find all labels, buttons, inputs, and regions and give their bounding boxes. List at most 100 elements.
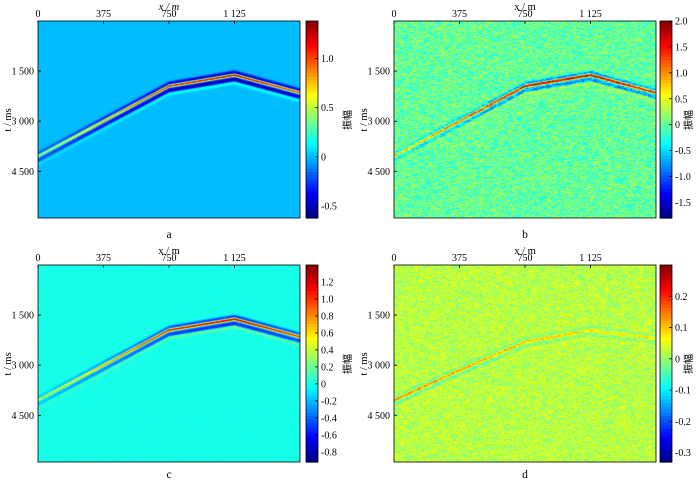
panel-caption: c (166, 469, 171, 481)
colorbar-segment (306, 106, 318, 111)
colorbar-tick-label: 2.0 (675, 17, 688, 28)
x-tick-label: 0 (392, 9, 397, 20)
colorbar-segment (660, 353, 672, 358)
colorbar-tick-label: 0 (675, 354, 680, 365)
colorbar (660, 21, 672, 219)
colorbar-segment (306, 271, 318, 276)
colorbar-segment (660, 152, 672, 157)
colorbar-segment (660, 30, 672, 35)
colorbar-segment (306, 30, 318, 35)
x-axis-var: x / m (158, 2, 180, 13)
colorbar-segment (660, 274, 672, 279)
axis-ticks: 0 375 750 1 125 1 500 3 000 4 500 (368, 253, 602, 422)
colorbar-segment (306, 343, 318, 348)
x-tick-label: 375 (452, 253, 467, 264)
y-tick-label: 3 000 (368, 361, 391, 372)
colorbar-segment (306, 198, 318, 203)
colorbar-frame (659, 20, 673, 219)
colorbar-segment (660, 168, 672, 173)
colorbar-segment (306, 73, 318, 78)
colorbar-segment (660, 356, 672, 361)
colorbar-segment (306, 281, 318, 286)
colorbar-segment (306, 24, 318, 29)
colorbar-segment (306, 422, 318, 427)
colorbar-segment (660, 419, 672, 424)
colorbar-segment (660, 291, 672, 296)
colorbar-segment (660, 188, 672, 193)
colorbar-segment (660, 135, 672, 140)
wavefield-raster (394, 21, 656, 218)
colorbar-segment (306, 347, 318, 351)
colorbar-segment (306, 353, 318, 358)
colorbar-segment (306, 191, 318, 196)
colorbar-segment (660, 448, 672, 453)
colorbar-segment (306, 455, 318, 460)
colorbar-segment (660, 122, 672, 127)
colorbar-segment (306, 139, 318, 144)
colorbar-frame (659, 264, 673, 463)
colorbar-segment (306, 83, 318, 88)
colorbar-segment (306, 327, 318, 332)
colorbar-segment (306, 439, 318, 443)
colorbar-segment (660, 271, 672, 276)
colorbar-segment (660, 327, 672, 332)
colorbar-segment (306, 201, 318, 206)
colorbar-segment (306, 274, 318, 279)
x-tick-label: 375 (96, 9, 111, 20)
x-tick-label: 375 (96, 253, 111, 264)
colorbar-segment (306, 172, 318, 176)
colorbar-segment (660, 399, 672, 404)
colorbar-segment (660, 47, 672, 52)
colorbar-segment (306, 89, 318, 94)
colorbar-tick-label: 0 (321, 379, 326, 390)
colorbar-segment (306, 47, 318, 52)
panel-b: 0 375 750 1 125 1 500 3 000 4 500 x / m t / ms… (359, 2, 695, 241)
colorbar-segment (660, 281, 672, 286)
y-tick-label: 4 500 (12, 411, 35, 422)
colorbar-segment (660, 278, 672, 283)
colorbar-segment (306, 314, 318, 319)
x-tick-label: 0 (36, 9, 41, 20)
colorbar-segment (306, 21, 318, 25)
colorbar-segment (660, 126, 672, 130)
colorbar-segment (660, 425, 672, 430)
colorbar-tick-label: 0.4 (321, 345, 334, 356)
colorbar-segment (660, 402, 672, 407)
colorbar-segment (660, 53, 672, 58)
colorbar-label: 振幅 (682, 354, 695, 374)
colorbar-segment (306, 112, 318, 117)
colorbar-segment (306, 53, 318, 58)
colorbar-segment (306, 142, 318, 147)
colorbar-ticks: 1.0 0.5 0 -0.5 (315, 54, 337, 213)
colorbar-segment (306, 80, 318, 84)
colorbar-segment (306, 43, 318, 48)
colorbar-segment (306, 360, 318, 365)
colorbar-segment (306, 181, 318, 186)
colorbar-segment (306, 40, 318, 45)
colorbar-segment (306, 333, 318, 338)
colorbar-segment (306, 379, 318, 384)
colorbar-segment (306, 435, 318, 440)
colorbar-segment (660, 158, 672, 163)
colorbar-segment (660, 63, 672, 68)
colorbar-segment (660, 422, 672, 427)
colorbar-segment (306, 204, 318, 209)
colorbar-segment (660, 129, 672, 134)
colorbar-tick-label: -0.5 (675, 146, 691, 157)
colorbar-segment (660, 211, 672, 216)
colorbar-segment (660, 337, 672, 342)
colorbar-segment (306, 103, 318, 107)
panel-d: 0 375 750 1 125 1 500 3 000 4 500 x / m t / ms… (359, 246, 695, 481)
colorbar-segment (306, 337, 318, 342)
colorbar-segment (660, 57, 672, 61)
colorbar-segment (660, 76, 672, 81)
colorbar-segment (306, 370, 318, 374)
colorbar-segment (660, 360, 672, 365)
colorbar-segment (660, 409, 672, 414)
colorbar-label: 振幅 (682, 110, 695, 130)
colorbar-tick-label: -1.0 (675, 172, 691, 183)
axis-ticks: 0 375 750 1 125 1 500 3 000 4 500 (12, 9, 246, 178)
colorbar-segment (660, 268, 672, 273)
colorbar-segment (660, 350, 672, 355)
colorbar-segment (660, 366, 672, 371)
